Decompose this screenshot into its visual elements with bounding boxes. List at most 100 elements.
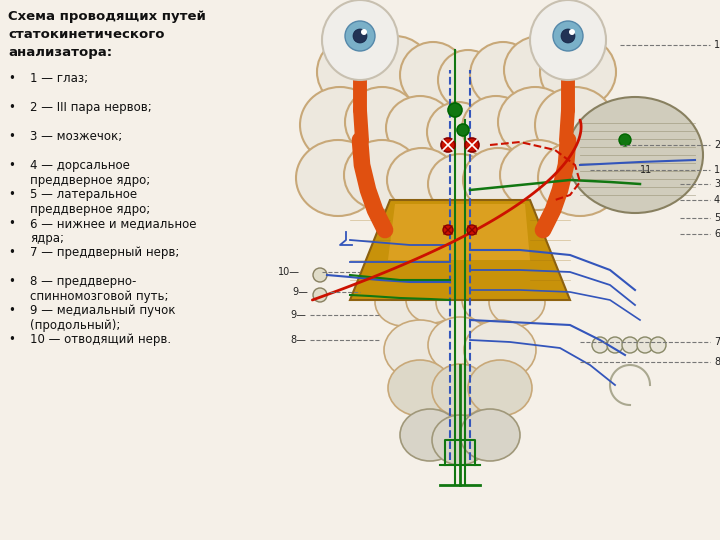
- Ellipse shape: [428, 154, 492, 214]
- Circle shape: [457, 124, 469, 136]
- Text: 3 — мозжечок;: 3 — мозжечок;: [30, 130, 122, 143]
- Circle shape: [353, 29, 367, 43]
- Ellipse shape: [386, 96, 454, 160]
- Text: 2: 2: [714, 140, 720, 150]
- Circle shape: [361, 29, 367, 35]
- Circle shape: [619, 134, 631, 146]
- Text: 1 — глаз;: 1 — глаз;: [30, 72, 88, 85]
- Circle shape: [637, 337, 653, 353]
- Ellipse shape: [317, 36, 393, 108]
- Ellipse shape: [406, 277, 458, 323]
- Polygon shape: [350, 200, 570, 300]
- Text: 6 — нижнее и медиальное: 6 — нижнее и медиальное: [30, 217, 197, 230]
- Ellipse shape: [432, 415, 488, 465]
- Text: Схема проводящих путей: Схема проводящих путей: [8, 10, 206, 23]
- Text: 4: 4: [714, 195, 720, 205]
- Circle shape: [650, 337, 666, 353]
- Ellipse shape: [462, 96, 530, 160]
- Text: 1: 1: [714, 40, 720, 50]
- Text: 7 — преддверный нерв;: 7 — преддверный нерв;: [30, 246, 179, 259]
- Ellipse shape: [540, 36, 616, 108]
- Circle shape: [465, 138, 479, 152]
- Text: 4 — дорсальное: 4 — дорсальное: [30, 159, 130, 172]
- Ellipse shape: [436, 280, 484, 324]
- Text: 7: 7: [714, 337, 720, 347]
- Ellipse shape: [468, 360, 532, 416]
- Text: 9 — медиальный пучок: 9 — медиальный пучок: [30, 304, 176, 317]
- Text: анализатора:: анализатора:: [8, 46, 112, 59]
- Text: •: •: [8, 275, 15, 288]
- Ellipse shape: [427, 102, 489, 162]
- Ellipse shape: [530, 0, 606, 80]
- Circle shape: [622, 337, 638, 353]
- Text: 9—: 9—: [290, 310, 306, 320]
- Ellipse shape: [375, 278, 431, 326]
- Text: 11: 11: [640, 165, 652, 175]
- Circle shape: [313, 268, 327, 282]
- Text: преддверное ядро;: преддверное ядро;: [30, 203, 150, 216]
- Text: 6: 6: [714, 229, 720, 239]
- Text: 8: 8: [714, 357, 720, 367]
- Ellipse shape: [504, 36, 576, 104]
- Circle shape: [569, 29, 575, 35]
- Ellipse shape: [567, 97, 703, 213]
- Text: 11: 11: [714, 165, 720, 175]
- Text: преддверное ядро;: преддверное ядро;: [30, 174, 150, 187]
- Ellipse shape: [535, 87, 615, 163]
- Ellipse shape: [489, 278, 545, 326]
- Text: 8 — преддверно-: 8 — преддверно-: [30, 275, 136, 288]
- Text: 5 — латеральное: 5 — латеральное: [30, 188, 137, 201]
- Text: статокинетического: статокинетического: [8, 28, 164, 41]
- Ellipse shape: [462, 277, 514, 323]
- Ellipse shape: [359, 36, 431, 104]
- Text: 9—: 9—: [292, 287, 308, 297]
- Ellipse shape: [384, 320, 456, 380]
- Circle shape: [553, 21, 583, 51]
- Text: 3: 3: [714, 179, 720, 189]
- Circle shape: [441, 138, 455, 152]
- Text: 10—: 10—: [278, 267, 300, 277]
- Text: 5: 5: [714, 213, 720, 223]
- Circle shape: [345, 21, 375, 51]
- Circle shape: [313, 288, 327, 302]
- Ellipse shape: [500, 140, 576, 210]
- Ellipse shape: [388, 360, 452, 416]
- Ellipse shape: [463, 148, 533, 212]
- Circle shape: [561, 29, 575, 43]
- Text: •: •: [8, 246, 15, 259]
- Text: •: •: [8, 130, 15, 143]
- Ellipse shape: [428, 317, 492, 373]
- Circle shape: [443, 225, 453, 235]
- Circle shape: [467, 225, 477, 235]
- Text: 8—: 8—: [290, 335, 306, 345]
- Circle shape: [448, 103, 462, 117]
- Text: •: •: [8, 217, 15, 230]
- Circle shape: [607, 337, 623, 353]
- Ellipse shape: [300, 87, 380, 163]
- Text: 10 — отводящий нерв.: 10 — отводящий нерв.: [30, 333, 171, 346]
- Text: •: •: [8, 333, 15, 346]
- Ellipse shape: [438, 50, 498, 110]
- Polygon shape: [388, 204, 530, 260]
- Ellipse shape: [345, 87, 419, 157]
- Ellipse shape: [400, 409, 460, 461]
- Ellipse shape: [464, 320, 536, 380]
- Ellipse shape: [460, 409, 520, 461]
- Ellipse shape: [296, 140, 380, 216]
- Text: ядра;: ядра;: [30, 232, 64, 245]
- Text: спинномозговой путь;: спинномозговой путь;: [30, 290, 168, 303]
- Ellipse shape: [432, 364, 488, 416]
- Ellipse shape: [344, 140, 420, 210]
- Ellipse shape: [400, 42, 466, 108]
- Circle shape: [592, 337, 608, 353]
- Text: (продольный);: (продольный);: [30, 319, 120, 332]
- Text: •: •: [8, 188, 15, 201]
- Ellipse shape: [322, 0, 398, 80]
- Ellipse shape: [538, 140, 622, 216]
- Text: 2 — III пара нервов;: 2 — III пара нервов;: [30, 101, 152, 114]
- Ellipse shape: [387, 148, 457, 212]
- Ellipse shape: [498, 87, 572, 157]
- Text: •: •: [8, 101, 15, 114]
- Text: •: •: [8, 304, 15, 317]
- Text: •: •: [8, 159, 15, 172]
